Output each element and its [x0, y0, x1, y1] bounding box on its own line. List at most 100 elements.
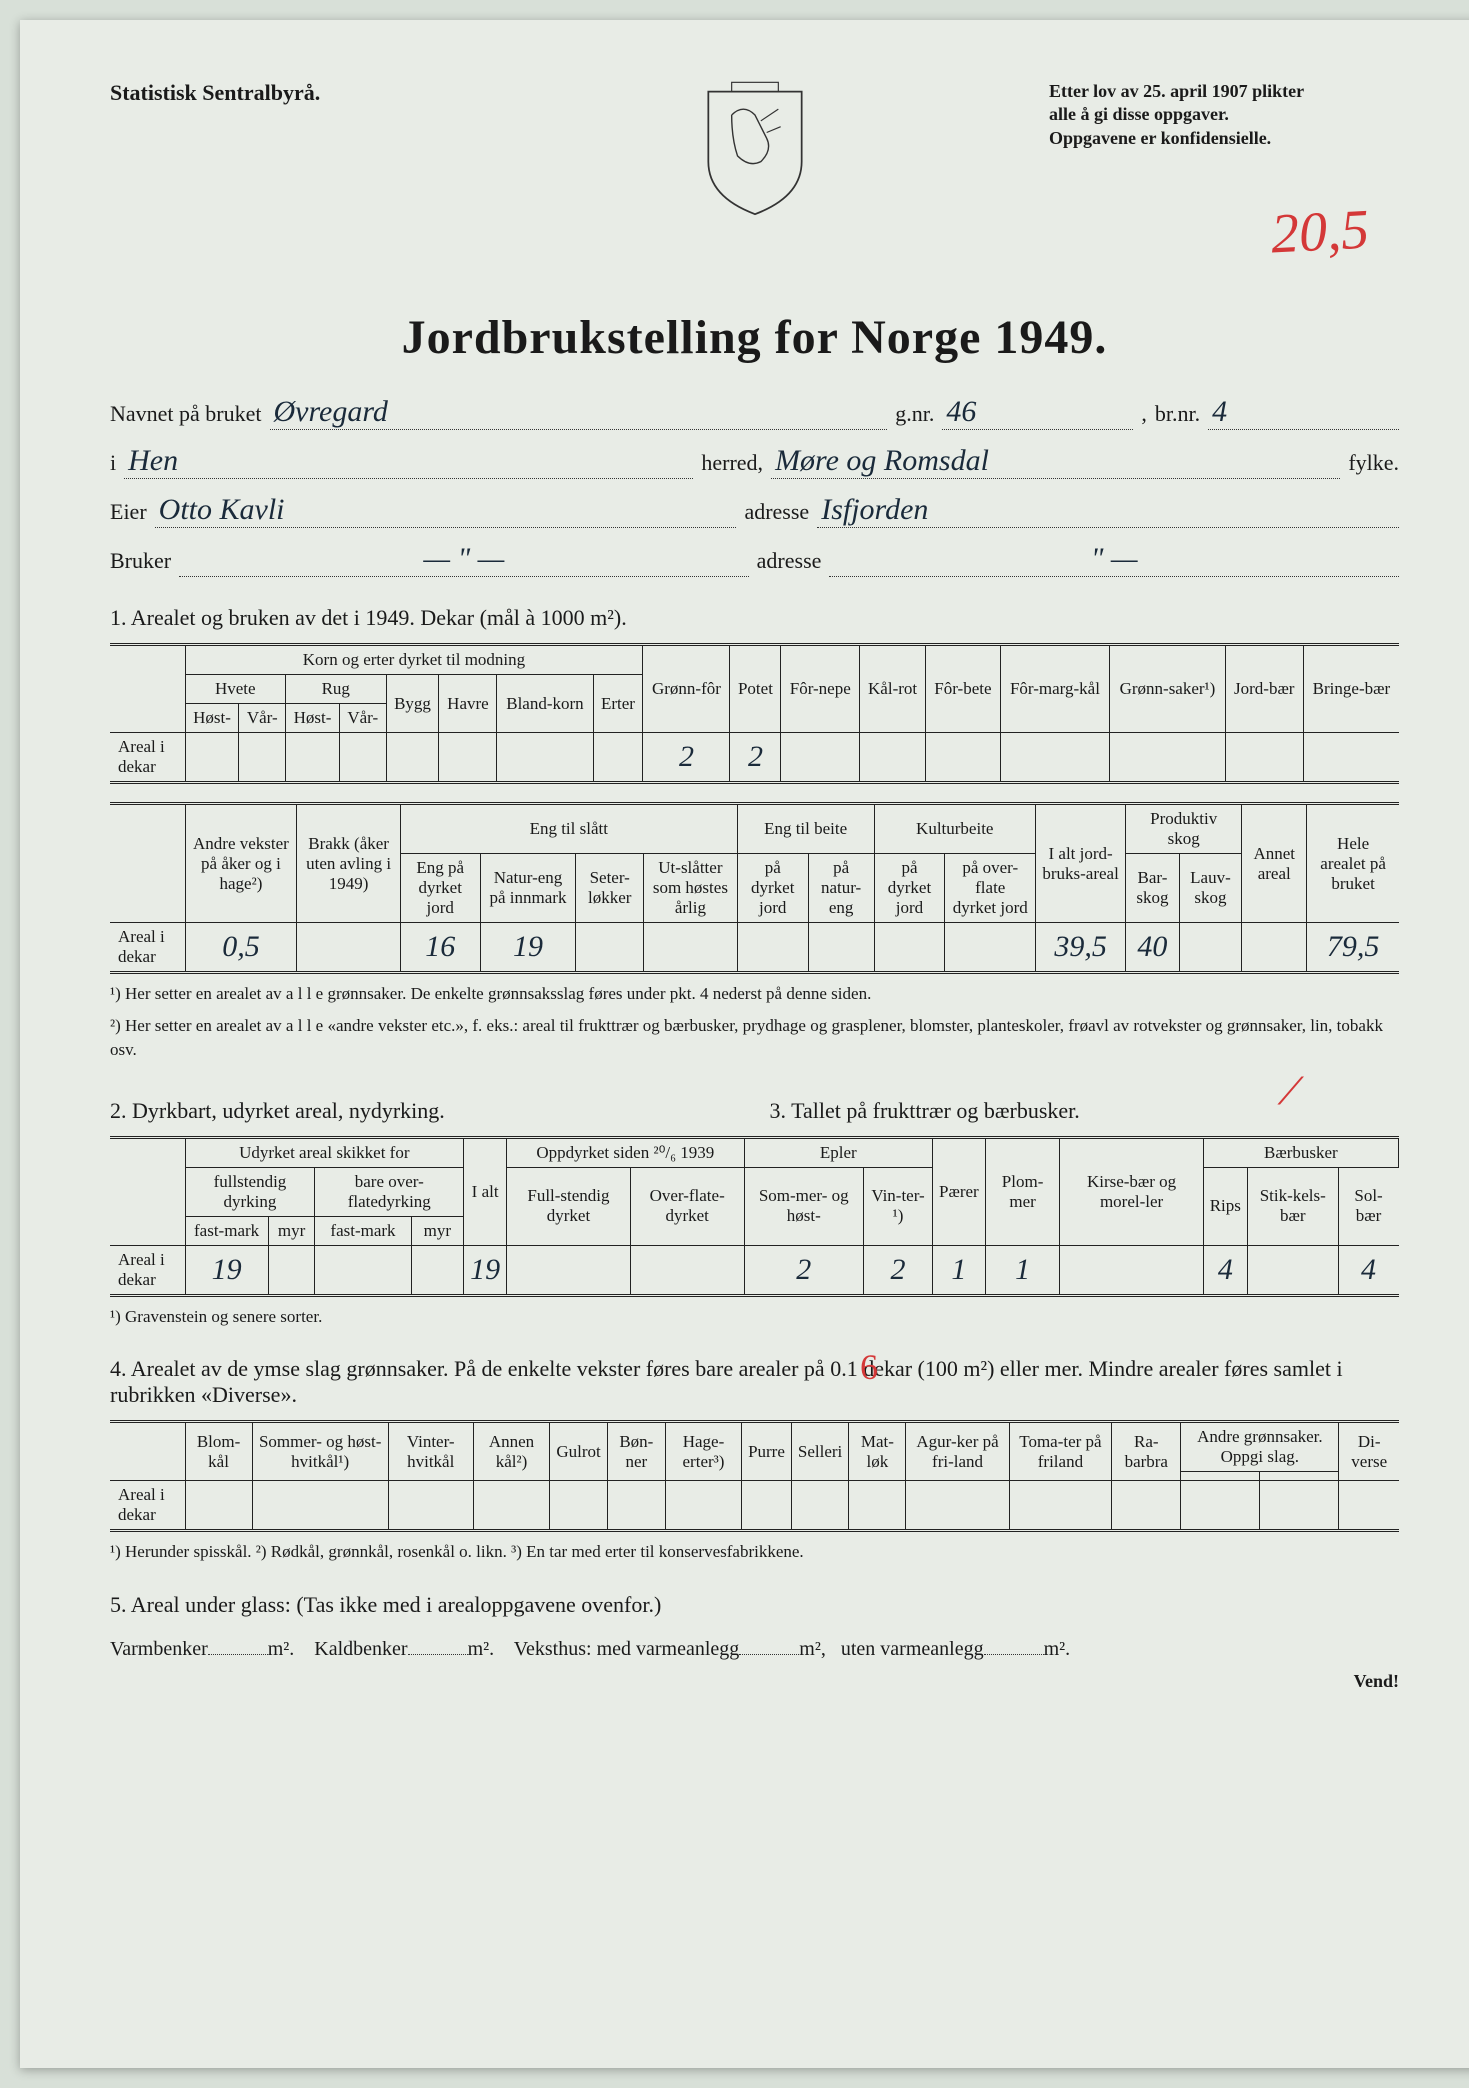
- user-value: — " —: [179, 542, 749, 577]
- col-bygg: Bygg: [386, 675, 439, 733]
- col-grain-group: Korn og erter dyrket til modning: [185, 645, 643, 675]
- varmbenker-field: [208, 1654, 268, 1655]
- cell-rabarbra: [1112, 1481, 1181, 1531]
- varmbenker-label: Varmbenker: [110, 1638, 208, 1660]
- section-4-heading: 4. Arealet av de ymse slag grønnsaker. P…: [110, 1356, 1399, 1408]
- cell-hageerter: [665, 1481, 741, 1531]
- cell-bringebaer: [1303, 733, 1399, 783]
- cell-beite-natur: [808, 923, 874, 973]
- section-5-line: Varmbenkerm². Kaldbenkerm². Veksthus: me…: [110, 1638, 1399, 1661]
- kaldbenker-field: [408, 1654, 468, 1655]
- cell-utslatter: [644, 923, 738, 973]
- census-form-page: Statistisk Sentralbyrå. Etter lov av 25.…: [20, 20, 1469, 2068]
- footnote-1-2: ²) Her setter en arealet av a l l e «and…: [110, 1014, 1399, 1062]
- col-diverse: Di-verse: [1339, 1422, 1399, 1481]
- col-agurker: Agur-ker på fri-land: [906, 1422, 1009, 1481]
- col-full: Full-stendig dyrket: [507, 1167, 631, 1245]
- unit-2: m².: [468, 1638, 495, 1660]
- farm-name-label: Navnet på bruket: [110, 401, 262, 427]
- table-1b-land: Andre vekster på åker og i hage²) Brakk …: [110, 802, 1399, 974]
- col-andre-1: [1181, 1472, 1260, 1481]
- cell-hele: 79,5: [1307, 923, 1399, 973]
- cell-diverse: [1339, 1481, 1399, 1531]
- cell-selleri: [791, 1481, 848, 1531]
- cell-kirsebaer: [1060, 1245, 1203, 1295]
- cell-hvete-host: [185, 733, 239, 783]
- veksthus-field: [739, 1654, 799, 1655]
- cell-bygg: [386, 733, 439, 783]
- col-full-fastmark: fast-mark: [185, 1216, 268, 1245]
- address-value: Isfjorden: [817, 493, 1399, 528]
- col-rug: Rug: [286, 675, 387, 704]
- col-gronnsaker: Grønn-saker¹): [1110, 645, 1226, 733]
- cell-ialt-2: 19: [464, 1245, 507, 1295]
- col-full-myr: myr: [268, 1216, 315, 1245]
- cell-andre: 0,5: [185, 923, 297, 973]
- section-3-heading: 3. Tallet på frukttrær og bærbusker.: [740, 1098, 1400, 1124]
- cell-ialt: 39,5: [1036, 923, 1126, 973]
- col-rug-var: Vår-: [339, 704, 386, 733]
- unit-3: m²,: [799, 1638, 826, 1660]
- col-havre: Havre: [439, 675, 497, 733]
- col-udyrket: Udyrket areal skikket for: [185, 1137, 464, 1167]
- cell-kult-overflate: [945, 923, 1036, 973]
- table-1a-grain: Korn og erter dyrket til modning Grønn-f…: [110, 643, 1399, 784]
- cell-purre: [742, 1481, 792, 1531]
- col-over-fastmark: fast-mark: [315, 1216, 411, 1245]
- col-kulturbeite: Kulturbeite: [874, 804, 1036, 854]
- parish-value: Hen: [124, 444, 693, 479]
- i-label: i: [110, 450, 116, 476]
- cell-matlok: [849, 1481, 906, 1531]
- col-hvete: Hvete: [185, 675, 286, 704]
- col-fullstendig: fullstendig dyrking: [185, 1167, 315, 1216]
- col-vinterhvitkal: Vinter-hvitkål: [388, 1422, 473, 1481]
- uten-label: uten varmeanlegg: [841, 1638, 984, 1660]
- col-brakk: Brakk (åker uten avling i 1949): [297, 804, 400, 923]
- col-rips: Rips: [1203, 1167, 1247, 1245]
- col-blandkorn: Bland-korn: [497, 675, 593, 733]
- cell-rug-var: [339, 733, 386, 783]
- cell-plommer: 1: [985, 1245, 1060, 1295]
- county-value: Møre og Romsdal: [771, 444, 1340, 479]
- coat-of-arms-icon: [695, 80, 815, 220]
- brnr-value: 4: [1208, 395, 1399, 430]
- county-suffix: fylke.: [1348, 450, 1399, 476]
- cell-jordbaer: [1225, 733, 1303, 783]
- col-kirsebaer: Kirse-bær og morel-ler: [1060, 1137, 1203, 1245]
- farm-name-line: Navnet på bruket Øvregard g.nr. 46 , br.…: [110, 395, 1399, 430]
- col-paerer: Pærer: [933, 1137, 986, 1245]
- col-hvete-host: Høst-: [185, 704, 239, 733]
- cell-fornepe: [781, 733, 860, 783]
- col-hageerter: Hage-erter³): [665, 1422, 741, 1481]
- cell-brakk: [297, 923, 400, 973]
- cell-bonner: [607, 1481, 665, 1531]
- col-overflate: bare over-flatedyrking: [315, 1167, 464, 1216]
- col-forbete: Fôr-bete: [926, 645, 1001, 733]
- col-andre-2: [1260, 1472, 1339, 1481]
- col-erter: Erter: [593, 675, 643, 733]
- col-epler: Epler: [744, 1137, 933, 1167]
- cell-myr: [268, 1245, 315, 1295]
- brnr-label: br.nr.: [1155, 401, 1200, 427]
- cell-over: [630, 1245, 744, 1295]
- table-2-3: Udyrket areal skikket for I alt Oppdyrke…: [110, 1136, 1399, 1297]
- col-bringebaer: Bringe-bær: [1303, 645, 1399, 733]
- col-sommer: Som-mer- og høst-: [744, 1167, 863, 1245]
- section-5-heading: 5. Areal under glass: (Tas ikke med i ar…: [110, 1592, 1399, 1618]
- footnote-4: ¹) Herunder spisskål. ²) Rødkål, grønnkå…: [110, 1540, 1399, 1564]
- col-potet: Potet: [730, 645, 781, 733]
- col-sommerkal: Sommer- og høst-hvitkål¹): [252, 1422, 388, 1481]
- row-label-1a: Areal i dekar: [110, 733, 185, 783]
- cell-natureng: 19: [480, 923, 576, 973]
- col-natureng: Natur-eng på innmark: [480, 854, 576, 923]
- farm-name-value: Øvregard: [270, 395, 888, 430]
- col-stikkelsbaer: Stik-kels-bær: [1247, 1167, 1338, 1245]
- cell-gronnfor: 2: [643, 733, 730, 783]
- user-label: Bruker: [110, 548, 171, 574]
- col-ialt-jord: I alt jord-bruks-areal: [1036, 804, 1126, 923]
- cell-andre-2: [1260, 1481, 1339, 1531]
- col-seterlok: Seter-løkker: [576, 854, 644, 923]
- address-label-2: adresse: [757, 548, 822, 574]
- col-vinter: Vin-ter-¹): [863, 1167, 932, 1245]
- col-annet-areal: Annet areal: [1242, 804, 1307, 923]
